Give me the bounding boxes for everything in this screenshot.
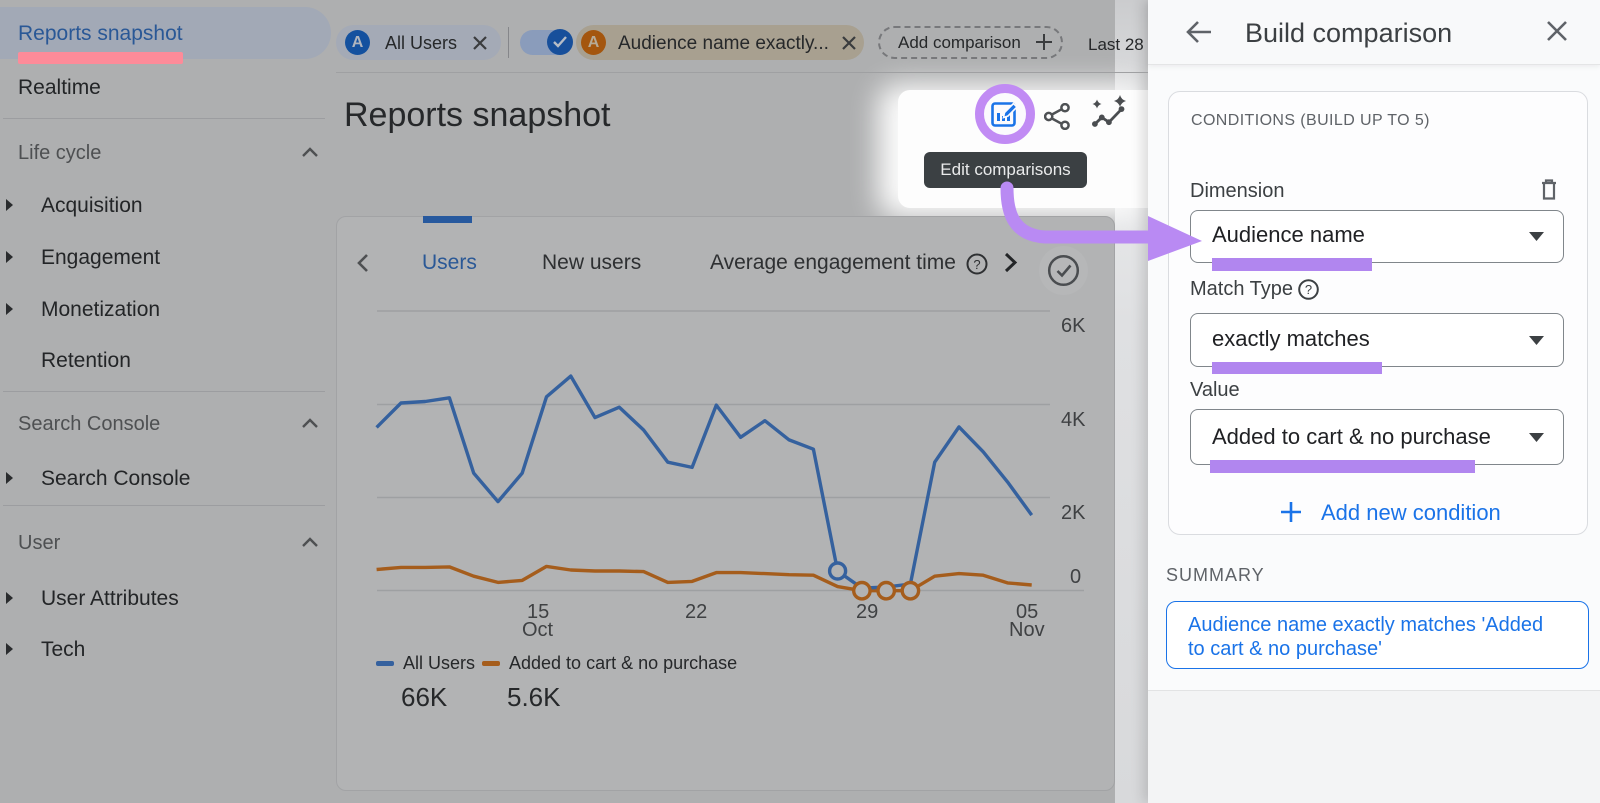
svg-text:?: ? — [973, 257, 980, 272]
svg-text:?: ? — [1305, 282, 1312, 297]
